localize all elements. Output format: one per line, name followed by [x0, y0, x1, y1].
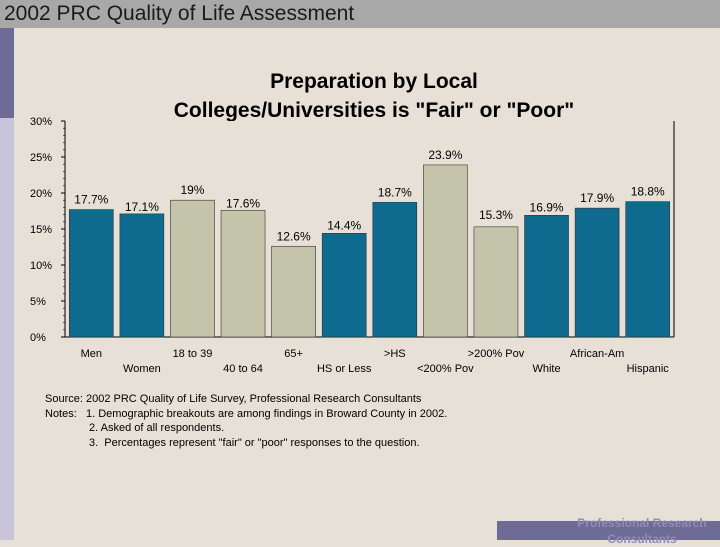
chart-notes: Source: 2002 PRC Quality of Life Survey,… [45, 392, 447, 450]
x-category-label: Women [123, 363, 161, 375]
data-label: 14.4% [327, 218, 361, 232]
data-label: 23.9% [428, 148, 462, 162]
data-label: 19% [180, 183, 204, 197]
data-label: 16.9% [530, 200, 564, 214]
x-category-label: <200% Pov [417, 363, 474, 375]
left-decor-band-accent [0, 28, 14, 118]
x-category-label: African-Am [570, 348, 624, 360]
bar-18-to-39 [170, 199, 215, 338]
bar--200-pov [473, 226, 519, 338]
title-bar: 2002 PRC Quality of Life Assessment [0, 0, 720, 28]
footer-line-1: Professional Research [577, 516, 707, 530]
bar-65- [271, 245, 316, 338]
note-1: Notes: 1. Demographic breakouts are amon… [45, 407, 448, 420]
bar-chart: Preparation by Local Colleges/Universitie… [30, 70, 675, 375]
y-tick-label: 30% [30, 116, 52, 128]
x-category-label: 40 to 64 [223, 363, 263, 375]
x-category-label: >HS [384, 348, 406, 360]
bar--hs [372, 202, 418, 338]
footer-brand: Professional Research Consultants [562, 515, 720, 547]
x-category-label: 18 to 39 [173, 348, 213, 360]
data-label: 17.6% [226, 196, 260, 210]
source-note: Source: 2002 PRC Quality of Life Survey,… [45, 393, 422, 405]
data-label: 18.7% [378, 185, 412, 199]
chart-title: Preparation by Local Colleges/Universitie… [174, 70, 574, 122]
data-labels: 17.7% 17.1% 19% 17.6% 12.6% 14.4% 18.7% 23.9% 15… [74, 148, 665, 243]
data-label: 12.6% [277, 229, 311, 243]
data-label: 15.3% [479, 208, 513, 222]
bar-white [524, 215, 569, 338]
bar-hispanic [625, 201, 671, 338]
x-category-label: Hispanic [627, 363, 670, 375]
y-tick-label: 10% [30, 260, 52, 272]
bar-40-to-64 [220, 209, 266, 338]
bar-women [119, 213, 165, 338]
bar--200-pov [423, 164, 468, 338]
y-axis-ticks: 0% 5% 10% 15% 20% 25% 30% [30, 116, 65, 344]
y-tick-label: 0% [30, 332, 46, 344]
data-label: 18.8% [631, 185, 665, 199]
x-category-label: >200% Pov [468, 348, 525, 360]
plot-background [65, 121, 674, 337]
footer-line-2: Consultants [607, 532, 677, 546]
y-tick-label: 15% [30, 224, 52, 236]
x-category-label: 65+ [284, 348, 303, 360]
plot-area [64, 121, 675, 338]
bar-african-am [574, 207, 620, 338]
data-label: 17.9% [580, 191, 614, 205]
category-labels: Men Women 18 to 39 40 to 64 65+ HS or Less >HS… [81, 348, 670, 375]
x-category-label: Men [81, 348, 102, 360]
data-label: 17.7% [74, 193, 108, 207]
y-tick-label: 20% [30, 188, 52, 200]
y-tick-label: 5% [30, 296, 46, 308]
slide-title: 2002 PRC Quality of Life Assessment [4, 2, 355, 25]
note-3: 3. Percentages represent "fair" or "poor… [89, 436, 420, 449]
left-decor-band [0, 28, 14, 540]
note-2: 2. Asked of all respondents. [89, 422, 225, 434]
y-tick-label: 25% [30, 152, 52, 164]
bar-men [68, 209, 114, 338]
data-label: 17.1% [125, 200, 159, 214]
footer-bar [497, 521, 720, 540]
x-category-label: HS or Less [317, 363, 372, 375]
chart-title-line-1: Preparation by Local [270, 70, 478, 93]
bars [68, 164, 671, 338]
chart-title-line-2: Colleges/Universities is "Fair" or "Poor… [174, 99, 574, 122]
x-category-label: White [532, 363, 560, 375]
bar-hs-or-less [321, 233, 367, 338]
